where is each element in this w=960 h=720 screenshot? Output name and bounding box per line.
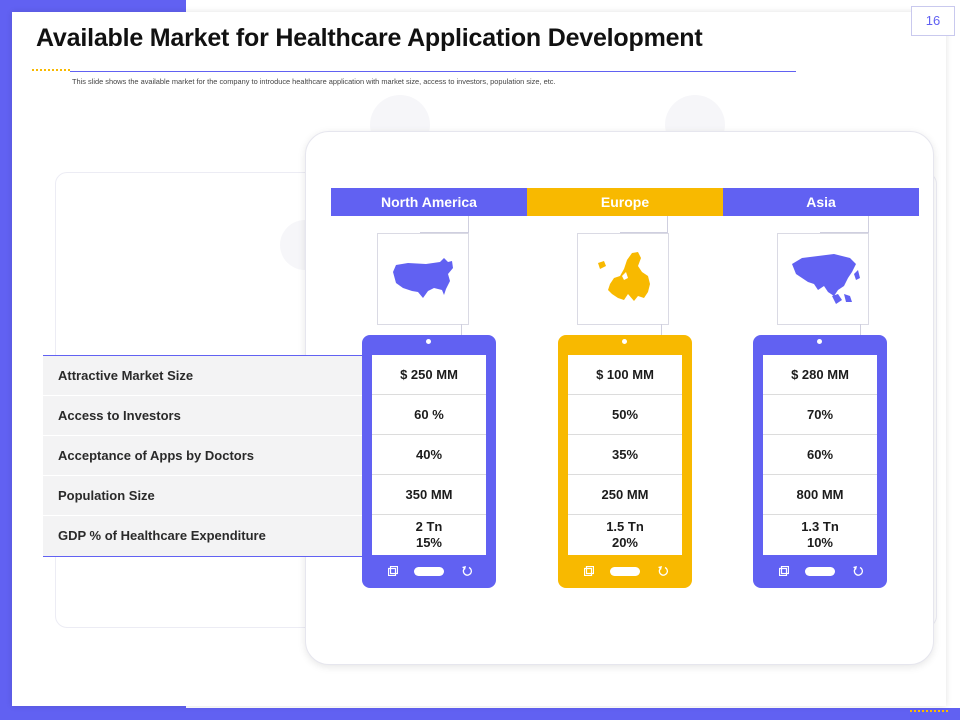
back-arrow-icon — [462, 566, 473, 576]
value-doctors-acceptance: 60% — [763, 435, 877, 475]
row-label-doctors-acceptance: Acceptance of Apps by Doctors — [43, 436, 373, 476]
connector-stem — [661, 324, 662, 336]
home-pill — [805, 567, 835, 576]
title-underline — [70, 71, 796, 72]
row-label-market-size: Attractive Market Size — [43, 356, 373, 396]
value-population: 800 MM — [763, 475, 877, 515]
value-doctors-acceptance: 40% — [372, 435, 486, 475]
phone-screen: $ 280 MM 70% 60% 800 MM 1.3 Tn 10% — [763, 355, 877, 555]
asia-map-box — [777, 233, 869, 325]
row-label-investors: Access to Investors — [43, 396, 373, 436]
copy-icon — [388, 566, 398, 576]
value-investors: 50% — [568, 395, 682, 435]
phone-speaker — [817, 339, 822, 344]
connector-line — [620, 216, 668, 233]
home-pill — [610, 567, 640, 576]
phone-card-north-america: $ 250 MM 60 % 40% 350 MM 2 Tn 15% — [362, 335, 496, 588]
back-arrow-icon — [658, 566, 669, 576]
phone-speaker — [426, 339, 431, 344]
phone-screen: $ 100 MM 50% 35% 250 MM 1.5 Tn 20% — [568, 355, 682, 555]
header-europe: Europe — [527, 188, 723, 216]
row-label-gdp: GDP % of Healthcare Expenditure — [58, 528, 266, 543]
connector-stem — [461, 324, 462, 336]
north-america-map-box — [377, 233, 469, 325]
europe-map-icon — [598, 252, 650, 301]
value-population: 250 MM — [568, 475, 682, 515]
page-subtitle: This slide shows the available market fo… — [72, 77, 556, 86]
value-investors: 60 % — [372, 395, 486, 435]
phone-screen: $ 250 MM 60 % 40% 350 MM 2 Tn 15% — [372, 355, 486, 555]
value-market-size: $ 280 MM — [763, 355, 877, 395]
value-market-size: $ 250 MM — [372, 355, 486, 395]
value-gdp: 1.5 Tn 20% — [606, 519, 644, 550]
connector-line — [820, 216, 869, 233]
row-labels-table: Attractive Market Size Access to Investo… — [43, 355, 373, 557]
page-number: 16 — [911, 6, 955, 36]
value-gdp: 2 Tn 15% — [415, 519, 443, 550]
value-gdp: 1.3 Tn 10% — [801, 519, 839, 550]
bottom-accent-bar — [186, 708, 960, 720]
corner-dots-decoration — [910, 710, 948, 712]
europe-map-box — [577, 233, 669, 325]
phone-card-europe: $ 100 MM 50% 35% 250 MM 1.5 Tn 20% — [558, 335, 692, 588]
page-title: Available Market for Healthcare Applicat… — [36, 24, 703, 52]
home-pill — [414, 567, 444, 576]
phone-speaker — [622, 339, 627, 344]
title-dots-decoration — [32, 69, 70, 71]
header-north-america: North America — [331, 188, 527, 216]
value-market-size: $ 100 MM — [568, 355, 682, 395]
connector-stem — [860, 324, 861, 336]
north-america-map-icon — [393, 258, 453, 298]
value-investors: 70% — [763, 395, 877, 435]
value-population: 350 MM — [372, 475, 486, 515]
copy-icon — [779, 566, 789, 576]
asia-map-icon — [792, 254, 860, 304]
copy-icon — [584, 566, 594, 576]
back-arrow-icon — [853, 566, 864, 576]
connector-line — [420, 216, 469, 233]
value-doctors-acceptance: 35% — [568, 435, 682, 475]
row-label-population: Population Size — [43, 476, 373, 516]
header-asia: Asia — [723, 188, 919, 216]
phone-card-asia: $ 280 MM 70% 60% 800 MM 1.3 Tn 10% — [753, 335, 887, 588]
